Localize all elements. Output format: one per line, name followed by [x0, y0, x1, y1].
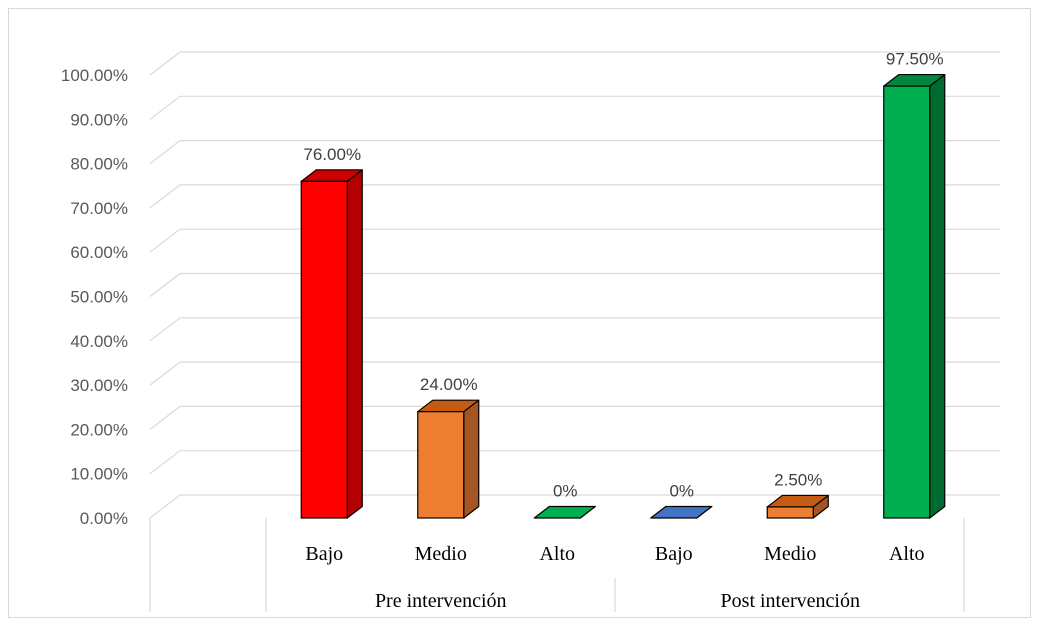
- y-tick-label: 0.00%: [80, 509, 128, 528]
- group-label: Pre intervención: [375, 590, 507, 612]
- gridline-depth: [149, 140, 181, 165]
- data-label: 2.50%: [774, 470, 822, 489]
- bar-pre-medio: [417, 399, 480, 519]
- y-tick-label: 60.00%: [70, 243, 128, 262]
- bar-top: [533, 505, 596, 519]
- category-label: Alto: [539, 543, 575, 565]
- gridline-depth: [149, 317, 181, 342]
- bar-pre-alto: [533, 505, 596, 519]
- group-label: Post intervención: [721, 590, 860, 612]
- y-tick-label: 10.00%: [70, 465, 128, 484]
- bar-post-medio: [766, 494, 829, 519]
- category-label: Bajo: [305, 543, 343, 565]
- chart-frame: [8, 8, 1031, 618]
- bar-pre-bajo: [300, 169, 363, 519]
- y-tick-label: 20.00%: [70, 420, 128, 439]
- bar-front: [766, 506, 814, 519]
- y-tick-label: 90.00%: [70, 110, 128, 129]
- gridline-depth: [149, 273, 181, 297]
- data-label: 0%: [553, 482, 578, 501]
- bar-side: [929, 73, 946, 519]
- y-tick-label: 100.00%: [61, 66, 128, 85]
- bar-post-alto: [883, 73, 946, 519]
- category-label: Medio: [415, 543, 467, 565]
- gridline-depth: [149, 450, 181, 475]
- y-tick-label: 70.00%: [70, 199, 128, 218]
- bars: [300, 73, 946, 519]
- bar-side: [346, 169, 363, 519]
- y-tick-label: 80.00%: [70, 155, 128, 174]
- gridline-depth: [149, 405, 181, 430]
- bar-front: [883, 85, 931, 519]
- y-tick-label: 40.00%: [70, 332, 128, 351]
- gridline-depth: [149, 361, 181, 386]
- gridline-depth: [149, 95, 181, 120]
- gridline-depth: [149, 494, 181, 519]
- data-label: 76.00%: [303, 145, 361, 164]
- category-label: Medio: [764, 543, 816, 565]
- gridline-depth: [149, 51, 181, 76]
- bar-side: [463, 399, 480, 519]
- data-label: 24.00%: [420, 375, 478, 394]
- data-label: 97.50%: [886, 50, 944, 69]
- gridlines: [149, 51, 1000, 519]
- category-label: Bajo: [655, 543, 693, 565]
- bar-front: [417, 411, 465, 519]
- y-tick-label: 50.00%: [70, 288, 128, 307]
- category-label: Alto: [889, 543, 925, 565]
- category-axis: [149, 518, 965, 612]
- data-label: 0%: [669, 482, 694, 501]
- y-tick-label: 30.00%: [70, 376, 128, 395]
- gridline-depth: [149, 184, 181, 209]
- bar-front: [300, 180, 348, 519]
- bar-top: [650, 505, 713, 519]
- gridline-depth: [149, 228, 181, 253]
- bar-post-bajo: [650, 505, 713, 519]
